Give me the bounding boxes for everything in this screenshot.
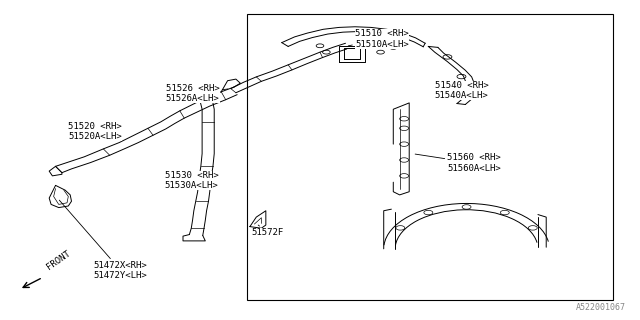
Bar [246, 14, 613, 300]
Text: 51526 <RH>
51526A<LH>: 51526 <RH> 51526A<LH> [166, 84, 228, 103]
Text: 51510 <RH>
51510A<LH>: 51510 <RH> 51510A<LH> [348, 29, 409, 49]
Text: 51560 <RH>
51560A<LH>: 51560 <RH> 51560A<LH> [415, 154, 501, 173]
Text: 51540 <RH>
51540A<LH>: 51540 <RH> 51540A<LH> [435, 81, 488, 100]
Text: 51520 <RH>
51520A<LH>: 51520 <RH> 51520A<LH> [68, 122, 122, 141]
Text: 51472X<RH>
51472Y<LH>: 51472X<RH> 51472Y<LH> [60, 200, 148, 280]
Text: A522001067: A522001067 [576, 303, 626, 312]
Text: 51572F: 51572F [251, 225, 284, 237]
Text: 51530 <RH>
51530A<LH>: 51530 <RH> 51530A<LH> [164, 171, 218, 190]
Text: FRONT: FRONT [45, 249, 72, 272]
